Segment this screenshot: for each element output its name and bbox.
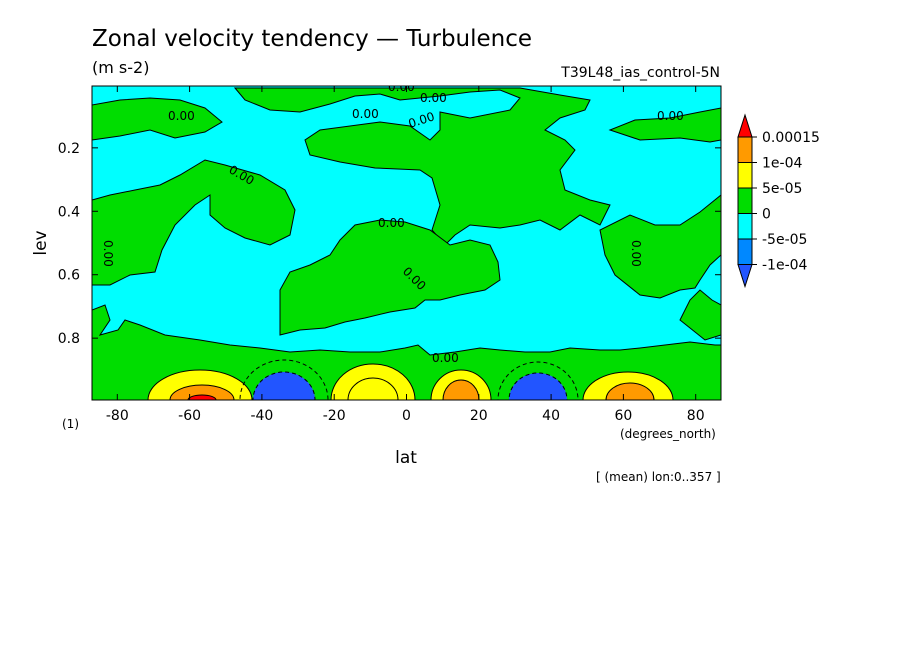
contour-region-bottom-band [92, 304, 721, 400]
y-axis: 0.2 0.4 0.6 0.8 [58, 141, 721, 347]
colorbar-label: -1e-04 [762, 258, 808, 274]
y-axis-units: (1) [62, 417, 79, 431]
cell-eq-inner [347, 377, 399, 400]
colorbar: 0.00015 1e-04 5e-05 0 -5e-05 -1e-04 [737, 113, 820, 289]
colorbar-label: 1e-04 [762, 156, 802, 172]
contour-label: 0.00 [378, 216, 405, 230]
colorbar-label: 0.00015 [762, 130, 820, 146]
contour-plot: 0.00 0.00 0.00 0.00 0.00 0.00 0.00 0.00 … [92, 80, 721, 400]
cell-sh60-red [187, 394, 217, 400]
x-tick-label: 40 [542, 408, 560, 424]
cell-sh60-orange [169, 384, 235, 400]
contour-label: 0.00 [432, 351, 459, 365]
colorbar-swatch [737, 213, 753, 240]
x-tick-label: -40 [250, 408, 273, 424]
colorbar-swatch [737, 238, 753, 265]
cell-nh60-orange [605, 382, 655, 400]
contour-label: 0.00 [388, 80, 415, 94]
x-tick-label: -60 [178, 408, 201, 424]
contour-region-top-left [92, 86, 223, 141]
cell-sh35-blue [252, 371, 316, 400]
contour-region-mid-right [599, 194, 721, 299]
cell-sh35-contour [239, 359, 329, 400]
colorbar-top-arrow [737, 113, 753, 138]
footnote: [ (mean) lon:0..357 ] [596, 470, 721, 484]
x-tick-label: 60 [614, 408, 632, 424]
contour-region-top-center [233, 87, 611, 246]
cell-nh38-contour [497, 361, 579, 400]
colorbar-swatch [737, 187, 753, 214]
colorbar-label: 0 [762, 207, 771, 223]
chart-title: Zonal velocity tendency — Turbulence [92, 26, 532, 52]
colorbar-label: 5e-05 [762, 181, 802, 197]
y-axis-label: lev [31, 230, 51, 255]
contour-label: 0.00 [352, 107, 379, 121]
cell-nh38-blue [508, 372, 568, 400]
contour-region-mid-left [92, 159, 296, 286]
contour-label: 0.00 [629, 240, 643, 267]
y-tick-label: 0.8 [58, 331, 80, 347]
x-tick-label: 0 [402, 408, 411, 424]
x-axis: -80 -60 -40 -20 0 20 40 60 80 [106, 86, 705, 424]
x-tick-label: 80 [687, 408, 705, 424]
colorbar-bottom-arrow [737, 264, 753, 289]
contour-label: 0.00 [168, 109, 195, 123]
colorbar-label: -5e-05 [762, 232, 807, 248]
x-tick-label: -20 [323, 408, 346, 424]
y-tick-label: 0.4 [58, 204, 80, 220]
x-axis-label: lat [395, 448, 417, 468]
contour-region-top-right [608, 107, 721, 143]
contour-label: 0.00 [420, 91, 447, 105]
contour-region-mid-center [279, 219, 501, 336]
cell-nh13-orange [442, 379, 480, 400]
surface-cells [147, 359, 674, 400]
experiment-label: T39L48_ias_control-5N [560, 65, 720, 81]
y-tick-label: 0.6 [58, 268, 80, 284]
colorbar-swatch [737, 136, 753, 163]
units-label: (m s-2) [92, 58, 149, 77]
contour-label: 0.00 [657, 109, 684, 123]
contour-region-mid-right-2 [679, 289, 721, 341]
x-tick-label: 20 [470, 408, 488, 424]
x-tick-label: -80 [106, 408, 129, 424]
cell-eq-yellow [330, 363, 416, 400]
colorbar-swatch [737, 162, 753, 189]
contour-label: 0.00 [101, 240, 115, 267]
x-axis-units: (degrees_north) [620, 427, 716, 441]
y-tick-label: 0.2 [58, 141, 80, 157]
